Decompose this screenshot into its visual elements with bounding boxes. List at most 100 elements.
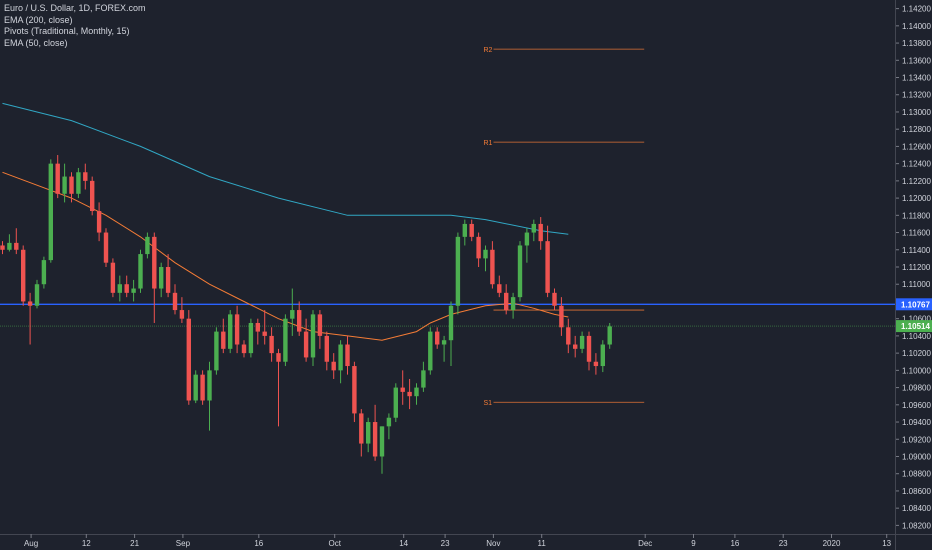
candle-body[interactable] (524, 232, 530, 246)
candle-body[interactable] (297, 310, 302, 332)
candle-body[interactable] (345, 344, 350, 367)
candle-body[interactable] (607, 326, 612, 345)
candle-body[interactable] (317, 314, 323, 336)
candle-body[interactable] (41, 260, 47, 285)
candle-body[interactable] (214, 331, 219, 371)
candle-body[interactable] (0, 245, 5, 250)
candle-body[interactable] (200, 374, 205, 401)
candle-body[interactable] (579, 335, 585, 349)
candle-body[interactable] (566, 327, 571, 345)
candle-body[interactable] (83, 172, 88, 181)
candle-body[interactable] (179, 310, 185, 319)
y-tick-label: 1.12400 (902, 160, 931, 169)
candle-body[interactable] (573, 344, 578, 349)
candle-body[interactable] (193, 374, 198, 401)
y-tick-label: 1.08800 (902, 470, 931, 479)
y-tick-label: 1.11600 (902, 229, 931, 238)
candle-body[interactable] (172, 292, 178, 311)
candle-body[interactable] (62, 176, 67, 194)
candle-body[interactable] (352, 366, 357, 414)
candle-body[interactable] (248, 322, 254, 354)
candle-body[interactable] (552, 292, 557, 306)
candle-body[interactable] (359, 413, 364, 444)
candle-body[interactable] (386, 417, 392, 427)
candle-body[interactable] (69, 176, 74, 194)
ema200-line (2, 102, 569, 235)
candle-body[interactable] (483, 249, 488, 259)
candle-body[interactable] (448, 305, 454, 341)
candle-body[interactable] (559, 305, 564, 328)
candle-body[interactable] (21, 249, 26, 302)
candle-body[interactable] (262, 331, 267, 336)
candle-body[interactable] (497, 284, 502, 293)
candle-body[interactable] (76, 172, 81, 194)
y-tick-label: 1.12600 (902, 142, 931, 151)
candle-body[interactable] (545, 241, 550, 293)
candle-body[interactable] (372, 422, 378, 457)
candle-body[interactable] (338, 344, 343, 371)
candle-body[interactable] (435, 331, 440, 345)
candle-body[interactable] (504, 292, 509, 311)
candle-body[interactable] (455, 236, 461, 306)
candle-body[interactable] (48, 163, 53, 261)
candle-body[interactable] (145, 236, 150, 255)
candle-body[interactable] (531, 223, 536, 233)
candle-body[interactable] (234, 314, 240, 345)
candle-body[interactable] (55, 163, 60, 194)
candle-body[interactable] (276, 353, 281, 362)
candle-body[interactable] (290, 310, 295, 319)
candle-body[interactable] (517, 245, 523, 298)
candle-body[interactable] (421, 370, 426, 388)
candle-body[interactable] (103, 232, 109, 263)
candle-body[interactable] (310, 314, 316, 358)
candle-body[interactable] (476, 236, 481, 259)
candle-body[interactable] (393, 387, 398, 418)
candle-body[interactable] (469, 223, 474, 237)
candle-body[interactable] (131, 288, 136, 293)
candle-body[interactable] (221, 331, 226, 349)
candle-body[interactable] (255, 322, 260, 332)
candle-body[interactable] (407, 391, 412, 397)
candle-body[interactable] (241, 344, 247, 354)
y-tick-label: 1.09600 (902, 401, 931, 410)
candle-body[interactable] (538, 223, 543, 242)
candle-body[interactable] (400, 387, 405, 392)
candle-body[interactable] (138, 254, 143, 289)
candle-body[interactable] (269, 335, 274, 354)
candle-body[interactable] (441, 340, 447, 345)
candle-body[interactable] (117, 284, 122, 293)
candle-body[interactable] (7, 242, 12, 250)
candle-body[interactable] (90, 180, 95, 212)
candle-body[interactable] (428, 331, 433, 371)
x-tick-label: 11 (538, 539, 547, 548)
candle-body[interactable] (510, 297, 516, 311)
candle-body[interactable] (228, 314, 233, 349)
candle-body[interactable] (207, 370, 212, 401)
candle-body[interactable] (303, 331, 309, 358)
candle-body[interactable] (324, 335, 329, 362)
candle-body[interactable] (490, 249, 495, 285)
candle-body[interactable] (462, 223, 467, 237)
candle-body[interactable] (366, 422, 371, 444)
candle-body[interactable] (600, 344, 605, 367)
candle-body[interactable] (124, 284, 129, 293)
candle-body[interactable] (152, 236, 157, 289)
candle-body[interactable] (414, 387, 419, 397)
candle-body[interactable] (586, 335, 592, 362)
candle-body[interactable] (593, 361, 599, 367)
candle-body[interactable] (27, 301, 33, 306)
y-tick-label: 1.08400 (902, 504, 931, 513)
x-tick-label: 13 (882, 539, 891, 548)
candle-body[interactable] (165, 267, 171, 293)
candle-body[interactable] (379, 426, 385, 457)
candle-body[interactable] (331, 361, 336, 371)
candle-body[interactable] (96, 211, 102, 233)
candle-body[interactable] (283, 318, 288, 362)
candle-body[interactable] (14, 242, 19, 250)
candle-body[interactable] (159, 267, 164, 289)
candle-body[interactable] (34, 284, 40, 306)
candle-body[interactable] (186, 318, 191, 401)
candle-body[interactable] (110, 262, 116, 293)
pivot-label: R1 (484, 140, 493, 147)
